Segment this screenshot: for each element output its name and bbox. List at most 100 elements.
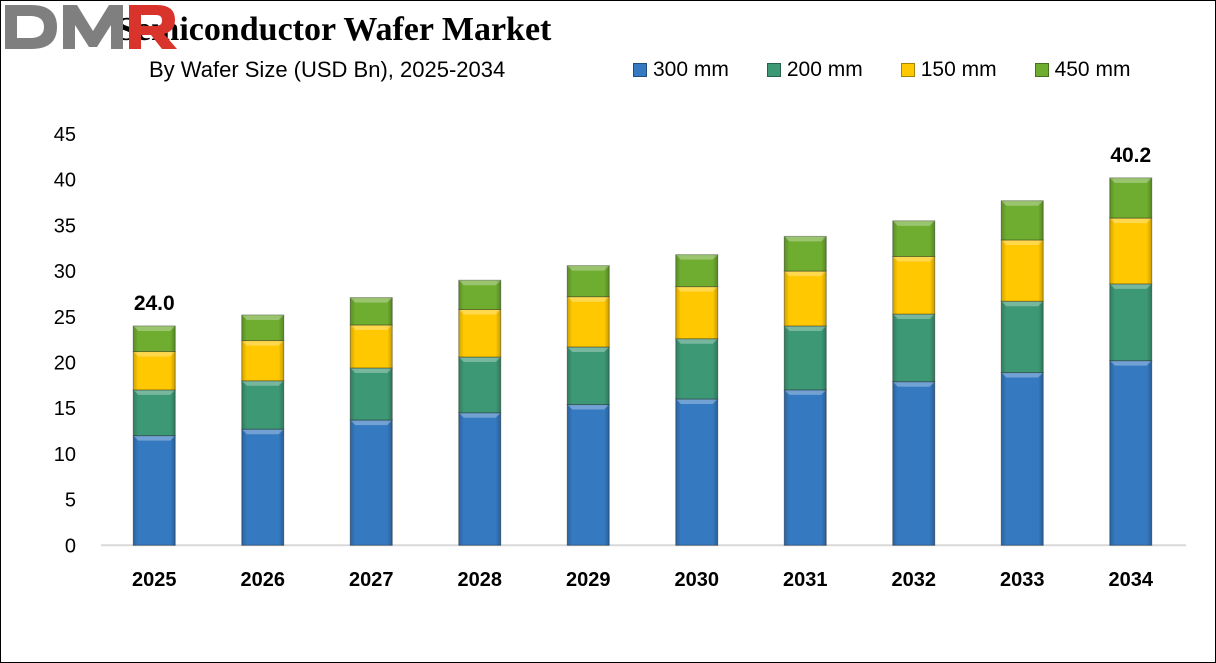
bar-bevel: [784, 325, 827, 331]
bar-bevel: [458, 357, 501, 363]
bar-bevel: [133, 435, 176, 441]
bar-segment-shade: [1001, 301, 1044, 373]
bar-segment-shade: [133, 435, 176, 546]
legend-item: 150 mm: [900, 58, 997, 82]
legend-label: 300 mm: [653, 58, 729, 81]
x-tick-label: 2028: [458, 569, 503, 591]
legend-label: 200 mm: [786, 58, 863, 81]
bar-segment-shade: [1109, 177, 1152, 219]
bar-bevel: [1109, 218, 1152, 224]
bar-bevel: [458, 280, 501, 286]
data-label: 24.0: [134, 292, 175, 315]
bar-segment-shade: [133, 351, 176, 390]
bar-segment-shade: [784, 325, 827, 390]
bar-segment-shade: [784, 236, 827, 272]
bar-segment-shade: [1109, 283, 1152, 361]
bar-segment-shade: [675, 338, 718, 400]
bar-bevel: [1109, 177, 1152, 183]
bar-segment-shade: [350, 367, 393, 421]
bar-segment-shade: [1001, 372, 1044, 546]
bar-bevel: [1001, 200, 1044, 206]
bar-bevel: [241, 340, 284, 346]
chart-subtitle: By Wafer Size (USD Bn), 2025-2034: [149, 57, 506, 82]
bar-bevel: [241, 429, 284, 435]
bar-segment-shade: [892, 314, 935, 382]
bar-segment-shade: [1001, 240, 1044, 302]
legend: 300 mm 200 mm 150 mm 450 mm: [633, 58, 1168, 82]
bar-segment-shade: [133, 325, 176, 352]
x-tick-label: 2032: [892, 569, 937, 591]
bar-bevel: [675, 254, 718, 260]
y-tick-label: 45: [54, 124, 76, 146]
legend-item: 450 mm: [1034, 58, 1131, 82]
bar-segment-shade: [350, 325, 393, 368]
bar-bevel: [567, 404, 610, 410]
bar-segment-shade: [1109, 360, 1152, 546]
bar-segment-shade: [784, 271, 827, 326]
legend-item: 300 mm: [633, 58, 729, 82]
y-tick-label: 25: [54, 307, 76, 329]
bar-segment-shade: [784, 389, 827, 546]
bar-segment-shade: [567, 296, 610, 347]
bar-segment-shade: [350, 420, 393, 546]
x-tick-label: 2027: [349, 569, 394, 591]
legend-label: 150 mm: [920, 58, 997, 81]
bar-bevel: [675, 399, 718, 405]
x-tick-label: 2031: [783, 569, 828, 591]
bar-segment-shade: [675, 286, 718, 339]
bar-bevel: [784, 389, 827, 395]
chart-title: Semiconductor Wafer Market: [117, 11, 552, 48]
bar-segment-shade: [458, 309, 501, 358]
bar-bevel: [241, 314, 284, 320]
bar-segment-shade: [350, 297, 393, 326]
bar-bevel: [458, 309, 501, 315]
bar-segment-shade: [458, 280, 501, 310]
bar-bevel: [133, 325, 176, 331]
bar-segment-shade: [675, 254, 718, 287]
bar-segment-shade: [1109, 218, 1152, 284]
bar-bevel: [1001, 372, 1044, 378]
x-tick-label: 2026: [241, 569, 286, 591]
legend-label: 450 mm: [1054, 58, 1131, 81]
bar-segment-shade: [1001, 200, 1044, 241]
bar-bevel: [784, 236, 827, 242]
bar-segment-shade: [675, 399, 718, 546]
bar-segment-shade: [241, 314, 284, 341]
legend-item: 200 mm: [766, 58, 863, 82]
bar-bevel: [675, 338, 718, 344]
bar-segment-shade: [458, 357, 501, 413]
bar-bevel: [1109, 283, 1152, 289]
bar-bevel: [350, 325, 393, 331]
dmr-logo: [5, 5, 177, 49]
bar-bevel: [350, 367, 393, 373]
bar-segment-shade: [241, 340, 284, 381]
bar-segment-shade: [133, 389, 176, 436]
bar-bevel: [241, 380, 284, 386]
y-tick-label: 10: [54, 444, 76, 466]
bar-segment-shade: [458, 412, 501, 546]
bar-bevel: [350, 420, 393, 426]
y-tick-label: 35: [54, 215, 76, 237]
bar-bevel: [1109, 360, 1152, 366]
bar-segment-shade: [892, 256, 935, 315]
x-tick-label: 2034: [1109, 569, 1154, 591]
bar-bevel: [892, 381, 935, 387]
bar-bevel: [458, 412, 501, 418]
bar-bevel: [133, 351, 176, 357]
bar-segment-shade: [241, 380, 284, 430]
bar-bevel: [1001, 301, 1044, 307]
bar-bevel: [350, 297, 393, 303]
bar-bevel: [1001, 240, 1044, 246]
bar-bevel: [133, 389, 176, 395]
bar-segment-shade: [892, 381, 935, 546]
x-tick-label: 2033: [1000, 569, 1045, 591]
y-tick-label: 20: [54, 353, 76, 375]
y-tick-label: 30: [54, 261, 76, 283]
x-tick-label: 2025: [132, 569, 177, 591]
bar-bevel: [784, 271, 827, 277]
legend-swatch: [766, 63, 781, 77]
y-tick-label: 5: [65, 490, 76, 512]
bar-bevel: [892, 220, 935, 226]
